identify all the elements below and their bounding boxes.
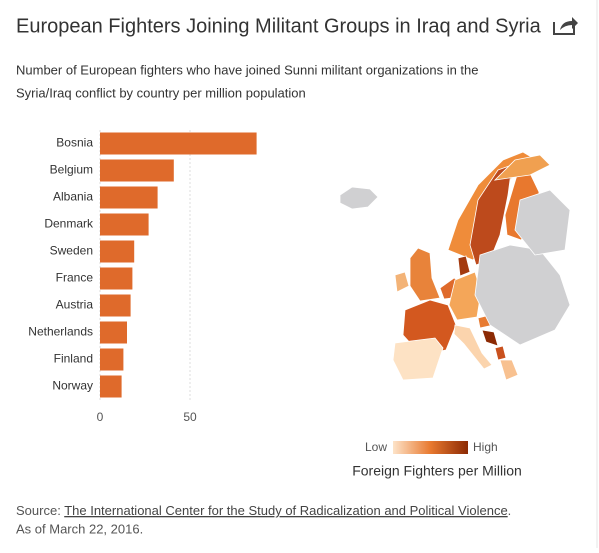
- bar: [100, 213, 149, 236]
- bar: [100, 321, 127, 344]
- source-link[interactable]: The International Center for the Study o…: [64, 503, 507, 518]
- y-tick-label: Bosnia: [56, 136, 93, 150]
- subtitle: Syria/Iraq conflict by country per milli…: [16, 85, 306, 100]
- bar: [100, 267, 133, 290]
- bar: [100, 348, 124, 371]
- y-tick-label: Norway: [52, 379, 93, 393]
- map: [339, 151, 571, 381]
- y-tick-label: Albania: [53, 190, 93, 204]
- bar: [100, 132, 257, 155]
- y-tick-label: Netherlands: [28, 325, 93, 339]
- y-tick-label: Austria: [56, 298, 94, 312]
- legend-low: Low: [365, 440, 387, 454]
- y-tick-label: Belgium: [50, 163, 93, 177]
- share-icon[interactable]: [553, 17, 578, 35]
- bar: [100, 159, 174, 182]
- x-tick-label: 0: [97, 410, 104, 424]
- bar: [100, 375, 122, 398]
- x-tick-label: 50: [183, 410, 197, 424]
- bar: [100, 240, 135, 263]
- legend-high: High: [473, 440, 498, 454]
- source-end: .: [508, 503, 512, 518]
- legend-gradient: [393, 441, 468, 454]
- source-label: Source:: [16, 503, 61, 518]
- y-tick-label: Finland: [54, 352, 93, 366]
- y-tick-label: France: [56, 271, 94, 285]
- bar: [100, 186, 158, 209]
- y-tick-label: Denmark: [44, 217, 94, 231]
- y-tick-label: Sweden: [50, 244, 93, 258]
- legend-title: Foreign Fighters per Million: [352, 463, 522, 479]
- note: As of March 22, 2016.: [16, 521, 143, 536]
- bar: [100, 294, 131, 317]
- source: Source: The International Center for the…: [16, 503, 511, 518]
- subtitle: Number of European fighters who have joi…: [16, 62, 479, 77]
- chart-title: European Fighters Joining Militant Group…: [16, 15, 542, 37]
